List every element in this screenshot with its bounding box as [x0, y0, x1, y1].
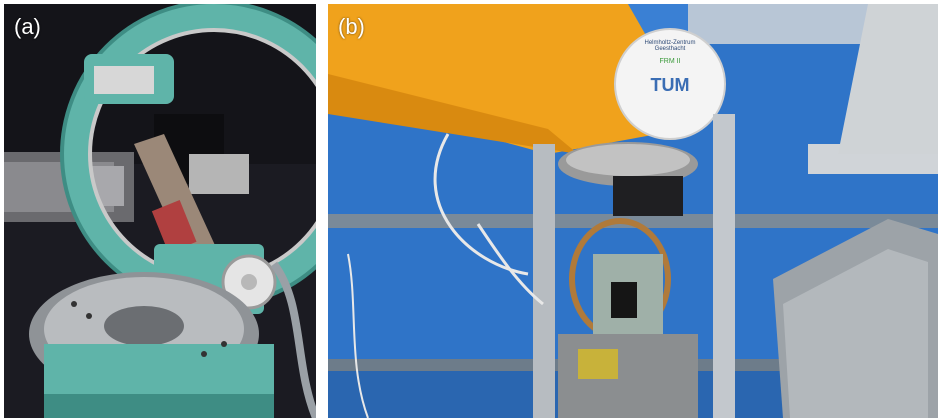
logo-line-2: Geesthacht [654, 46, 686, 52]
logo-line-3: FRM II [659, 58, 681, 65]
panel-label-a: (a) [14, 14, 41, 39]
logo-mark: TUM [650, 75, 690, 95]
robot-photo [328, 4, 938, 418]
robot-logo: Helmholtz-Zentrum Geesthacht FRM II TUM [624, 34, 716, 134]
photo-panel-a: (a) [4, 4, 316, 418]
panel-label-b: (b) [338, 14, 365, 39]
diffractometer-photo [4, 4, 316, 418]
logo-line-1: Helmholtz-Zentrum [644, 40, 696, 46]
photo-panel-b: Helmholtz-Zentrum Geesthacht FRM II TUM … [328, 4, 938, 418]
